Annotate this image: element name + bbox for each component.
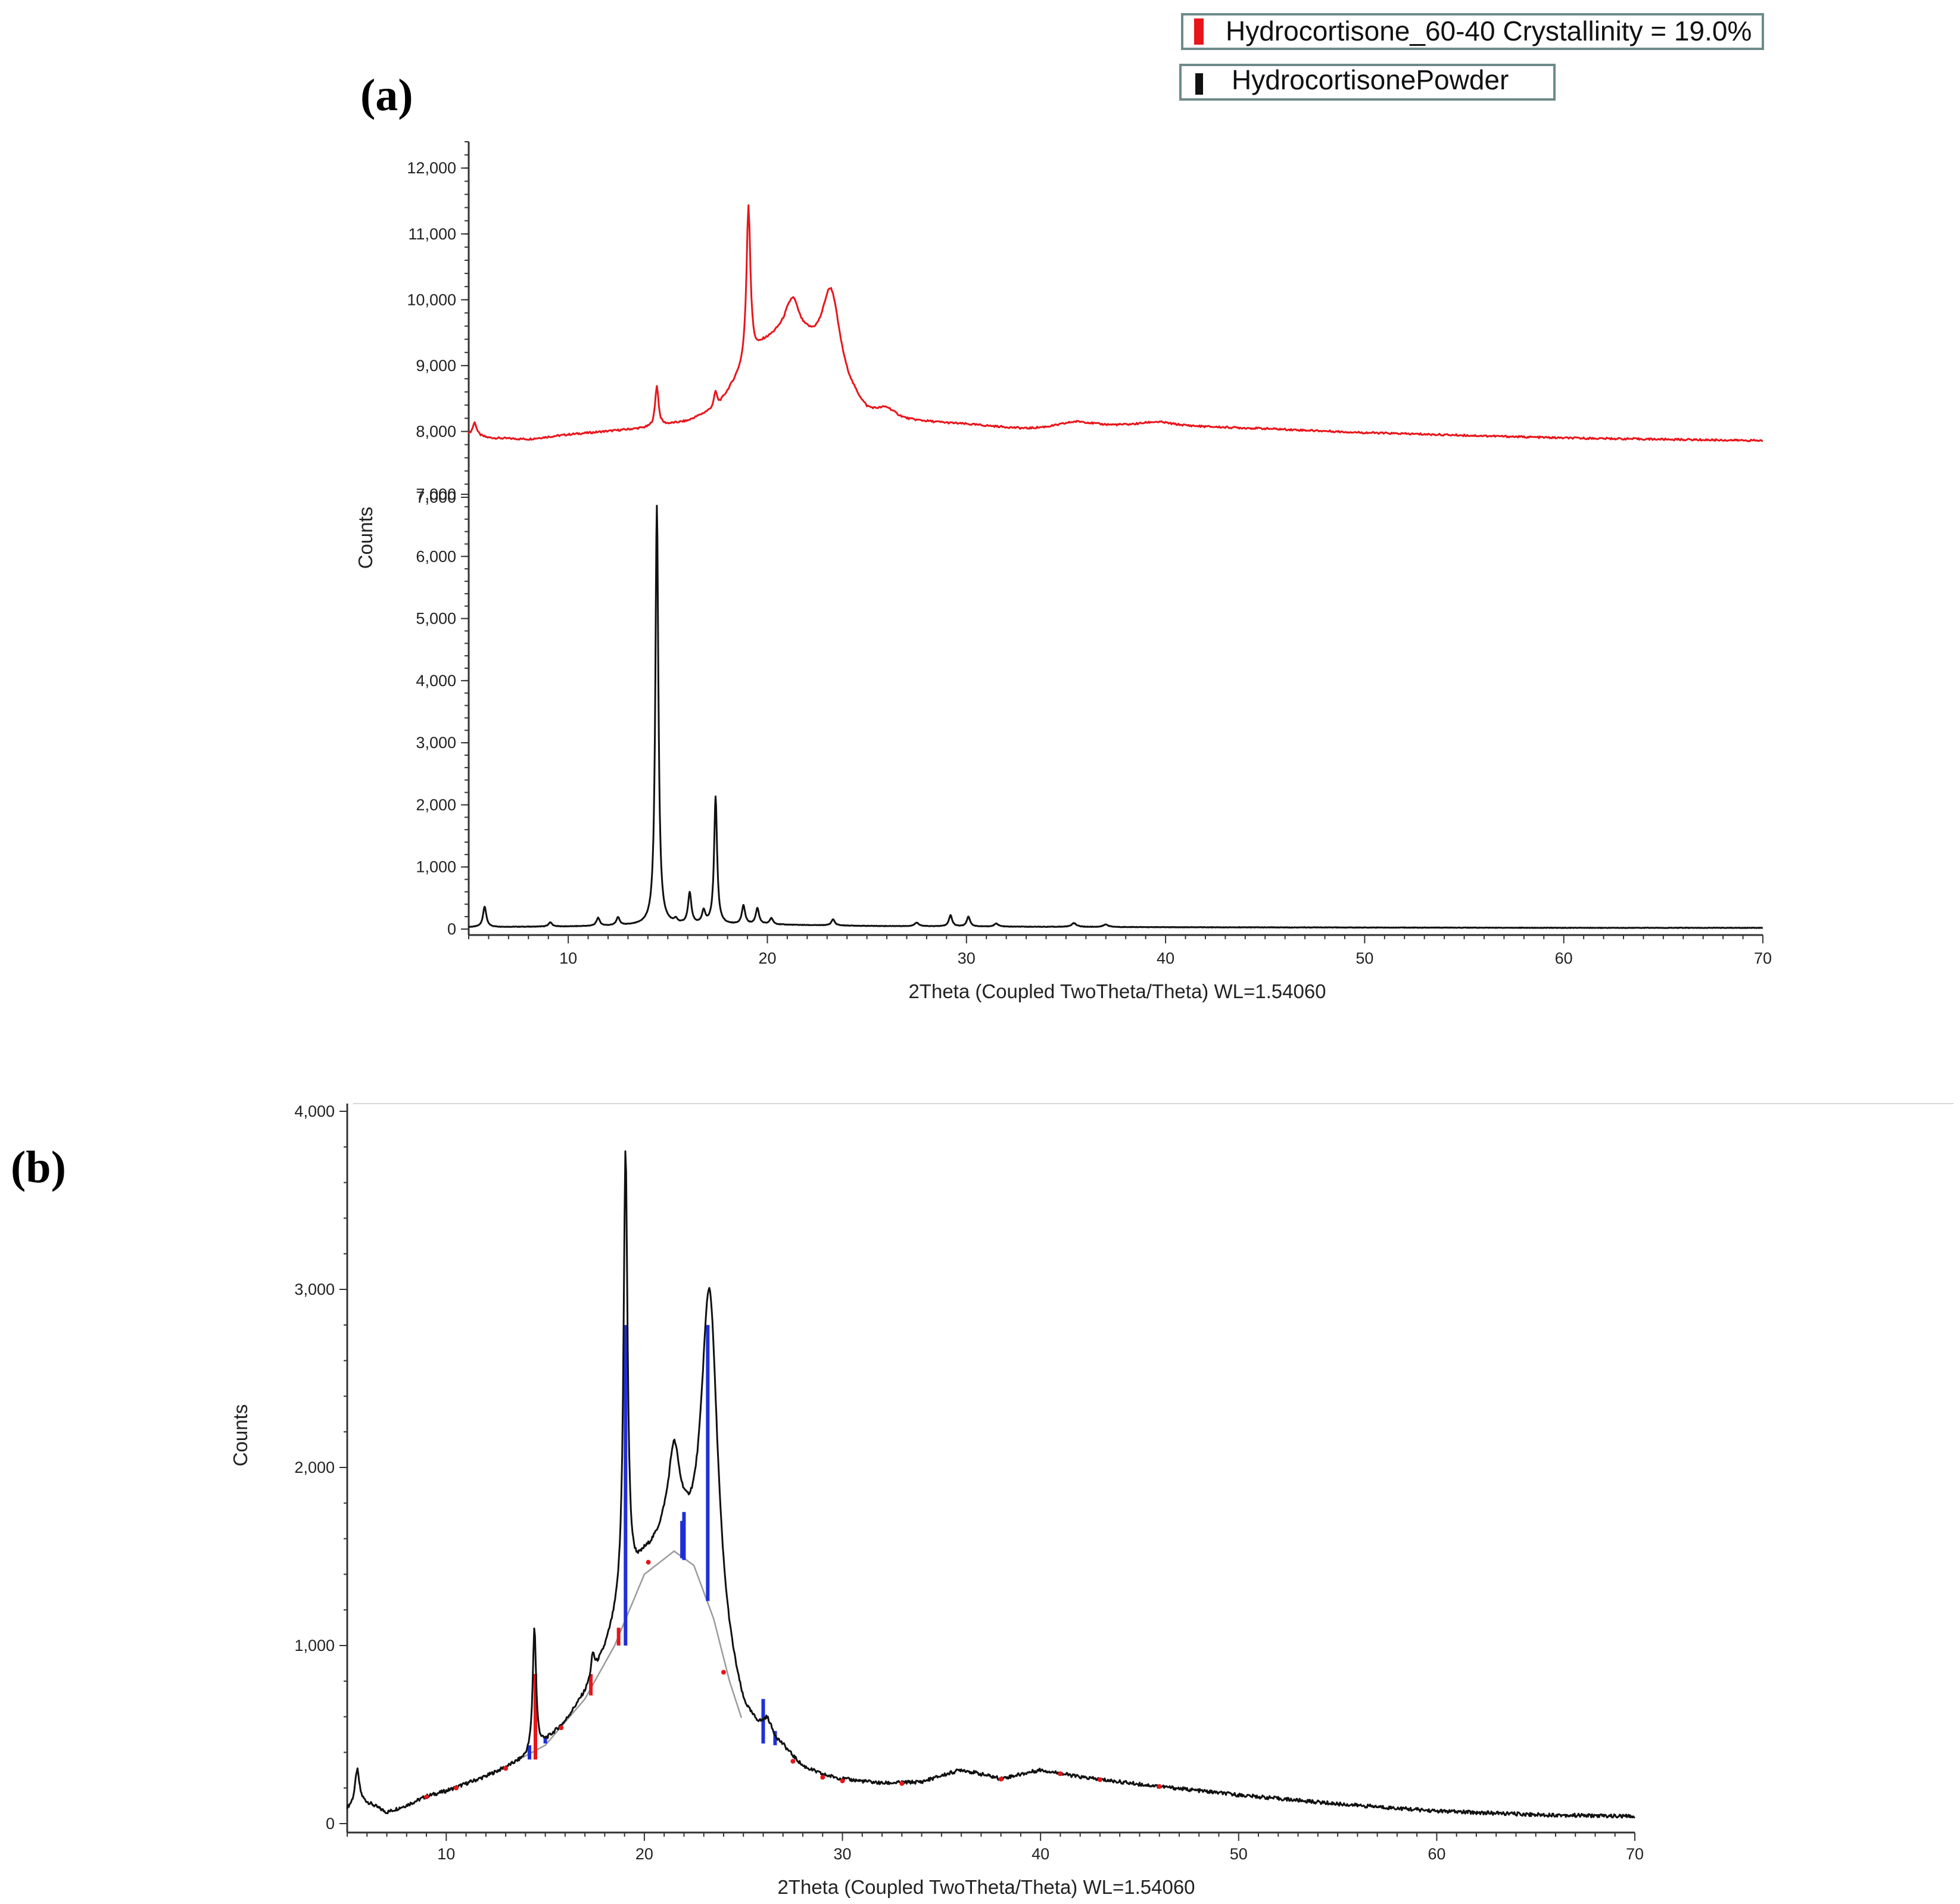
fit-point — [721, 1669, 726, 1675]
x-tick-label: 70 — [1626, 1845, 1644, 1863]
legend: Hydrocortisone_60-40 Crystallinity = 19.… — [1179, 13, 1764, 101]
x-tick-label: 60 — [1555, 949, 1573, 967]
legend-label-1: Hydrocortisone_60-40 Crystallinity = 19.… — [1226, 15, 1752, 46]
fit-point — [1157, 1784, 1162, 1789]
y-tick-label: 12,000 — [407, 159, 456, 177]
x-tick-label: 40 — [1157, 949, 1174, 967]
y-tick-label: 9,000 — [416, 357, 456, 375]
panel-b: (b) 0 1,000 2,000 3,000 4,000 10 20 30 40 50 60 70… — [11, 1102, 1953, 1898]
fit-point — [424, 1794, 429, 1800]
x-tick-label: 30 — [958, 949, 976, 967]
legend-box-2 — [1179, 64, 1556, 101]
y-tick-label: 2,000 — [416, 796, 456, 814]
y-tick-label: 0 — [326, 1815, 335, 1833]
fit-point — [899, 1781, 905, 1786]
peak-markers — [528, 1325, 777, 1760]
y-tick-label: 5,000 — [416, 610, 456, 628]
x-tick-label: 10 — [559, 949, 577, 967]
y-tick-label: 1,000 — [416, 858, 456, 876]
x-tick-label: 30 — [834, 1845, 852, 1863]
x-tick-label: 40 — [1032, 1845, 1049, 1863]
x-tick-label: 70 — [1754, 949, 1772, 967]
y-tick-label: 8,000 — [416, 422, 456, 440]
y-tick-label: 3,000 — [416, 734, 456, 752]
y-tick-label: 1,000 — [294, 1637, 335, 1654]
fit-point — [998, 1777, 1004, 1782]
y-tick-label: 7,000 — [416, 485, 456, 503]
y-axis-title-b: Counts — [229, 1404, 251, 1467]
series-hydrocortisone-powder — [468, 504, 1763, 929]
measured-pattern — [346, 1150, 1635, 1819]
legend-box-1 — [1181, 13, 1764, 50]
fit-point — [790, 1759, 796, 1764]
x-tick-label: 50 — [1356, 949, 1373, 967]
fit-point — [503, 1766, 509, 1771]
fit-point — [453, 1785, 459, 1791]
legend-swatch-black — [1195, 73, 1203, 95]
fit-point — [559, 1725, 564, 1731]
fit-point — [840, 1778, 845, 1784]
y-tick-label: 4,000 — [416, 672, 456, 690]
fit-point — [820, 1775, 825, 1780]
legend-label-2: HydrocortisonePowder — [1232, 64, 1509, 95]
x-axis-title-b: 2Theta (Coupled TwoTheta/Theta) WL=1.540… — [777, 1876, 1195, 1898]
panel-a-label: (a) — [360, 70, 413, 120]
x-axis-title-a: 2Theta (Coupled TwoTheta/Theta) WL=1.540… — [908, 980, 1326, 1002]
fit-points — [424, 1560, 1162, 1800]
panel-a: (a) Hydrocortisone_60-40 Crystallinity =… — [354, 13, 1772, 1002]
y-tick-label: 4,000 — [294, 1102, 335, 1120]
y-axis-title-a: Counts — [354, 507, 376, 569]
y-tick-label: 0 — [447, 920, 456, 938]
lower-y-ticks: 0 1,000 2,000 3,000 4,000 5,000 6,000 7,000 — [416, 485, 469, 938]
fit-point — [646, 1560, 651, 1565]
x-tick-label: 10 — [437, 1845, 455, 1863]
series-hydrocortisone-60-40 — [468, 204, 1763, 442]
legend-swatch-red — [1194, 18, 1204, 45]
y-tick-label: 2,000 — [294, 1459, 335, 1476]
x-tick-label: 60 — [1428, 1845, 1445, 1863]
x-ticks-a: 10 20 30 40 50 60 70 — [468, 935, 1772, 967]
y-ticks-b: 0 1,000 2,000 3,000 4,000 — [294, 1102, 347, 1833]
y-tick-label: 7,000 — [416, 488, 456, 506]
x-ticks-b: 10 20 30 40 50 60 70 — [347, 1833, 1644, 1863]
y-tick-label: 10,000 — [407, 291, 456, 308]
x-tick-label: 20 — [758, 949, 776, 967]
y-tick-label: 6,000 — [416, 547, 456, 565]
x-tick-label: 20 — [635, 1845, 653, 1863]
fit-point — [1097, 1777, 1102, 1783]
panel-b-label: (b) — [11, 1142, 66, 1192]
amorphous-background-curve — [505, 1550, 743, 1768]
x-tick-label: 50 — [1230, 1845, 1248, 1863]
y-tick-label: 3,000 — [294, 1280, 335, 1298]
upper-y-ticks: 7,000 8,000 9,000 10,000 11,000 12,000 — [407, 141, 469, 506]
y-tick-label: 11,000 — [408, 225, 456, 243]
fit-point — [1058, 1771, 1063, 1777]
